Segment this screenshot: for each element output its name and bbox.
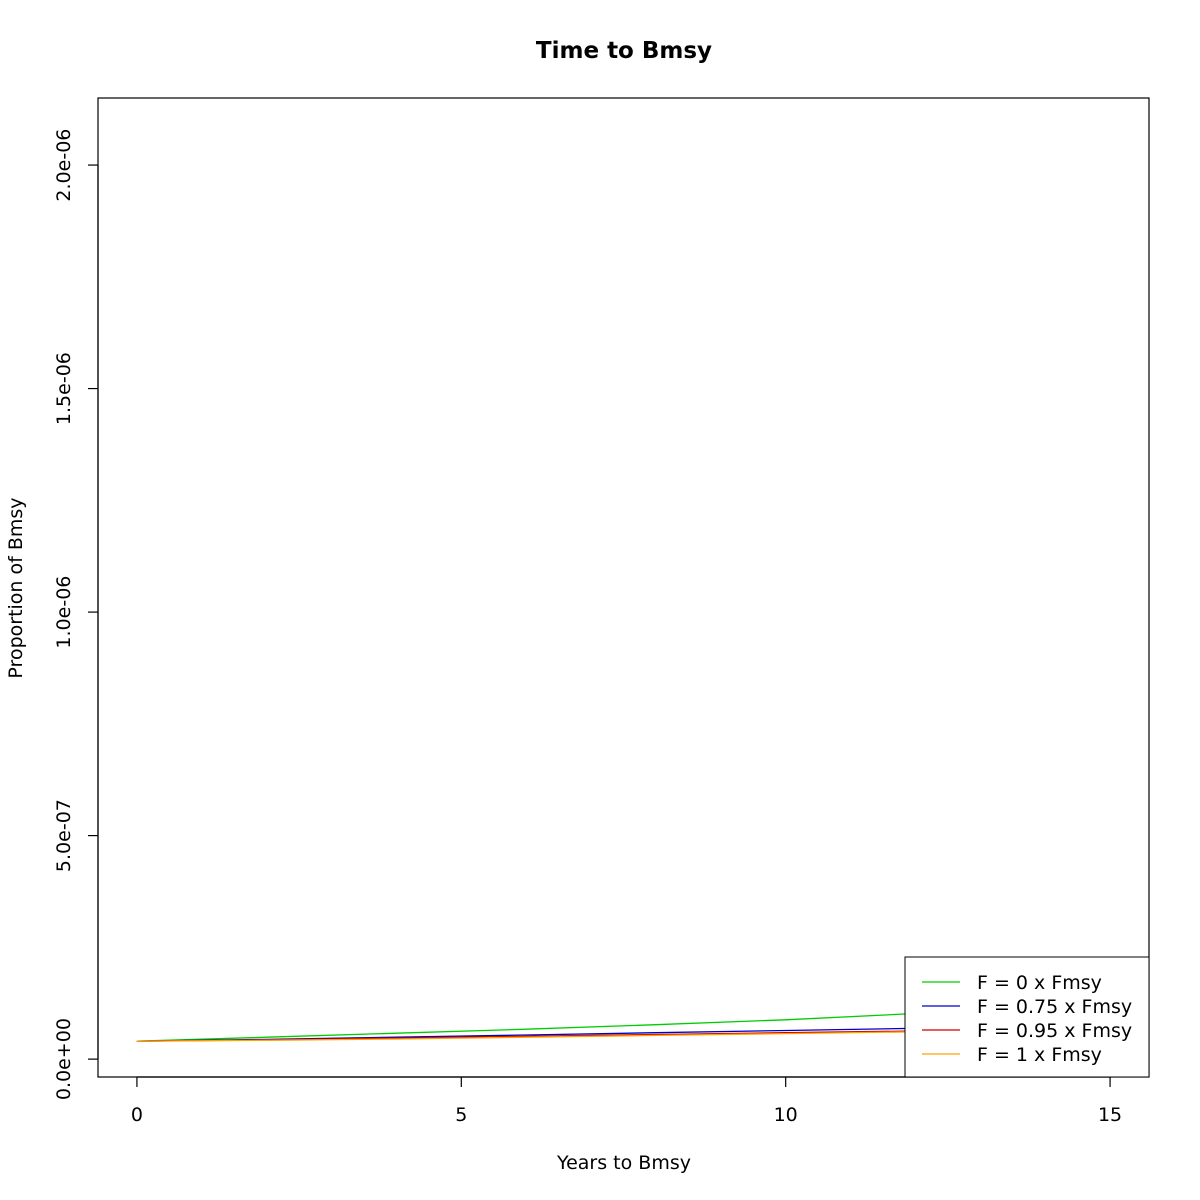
chart-title: Time to Bmsy <box>536 38 712 64</box>
legend-label: F = 0 x Fmsy <box>977 972 1102 994</box>
y-tick-label: 0.0e+00 <box>53 1018 75 1100</box>
y-axis-label: Proportion of Bmsy <box>5 497 27 678</box>
y-tick-label: 5.0e-07 <box>53 799 75 872</box>
y-tick-label: 2.0e-06 <box>53 129 75 202</box>
y-axis: 0.0e+00 5.0e-07 1.0e-06 1.5e-06 2.0e-06 <box>53 129 99 1100</box>
plot-frame <box>97 97 1150 1078</box>
x-tick-label: 5 <box>455 1104 467 1126</box>
legend-label: F = 1 x Fmsy <box>977 1044 1102 1066</box>
x-axis: 0 5 10 15 <box>131 1076 1122 1126</box>
y-tick-label: 1.5e-06 <box>53 352 75 425</box>
x-tick-label: 10 <box>774 1104 798 1126</box>
x-tick-label: 0 <box>131 1104 143 1126</box>
x-tick-label: 15 <box>1098 1104 1122 1126</box>
x-axis-label: Years to Bmsy <box>556 1152 691 1174</box>
legend-box <box>904 956 1150 1078</box>
y-tick-label: 1.0e-06 <box>53 576 75 649</box>
legend-label: F = 0.75 x Fmsy <box>977 996 1132 1018</box>
legend-label: F = 0.95 x Fmsy <box>977 1020 1132 1042</box>
